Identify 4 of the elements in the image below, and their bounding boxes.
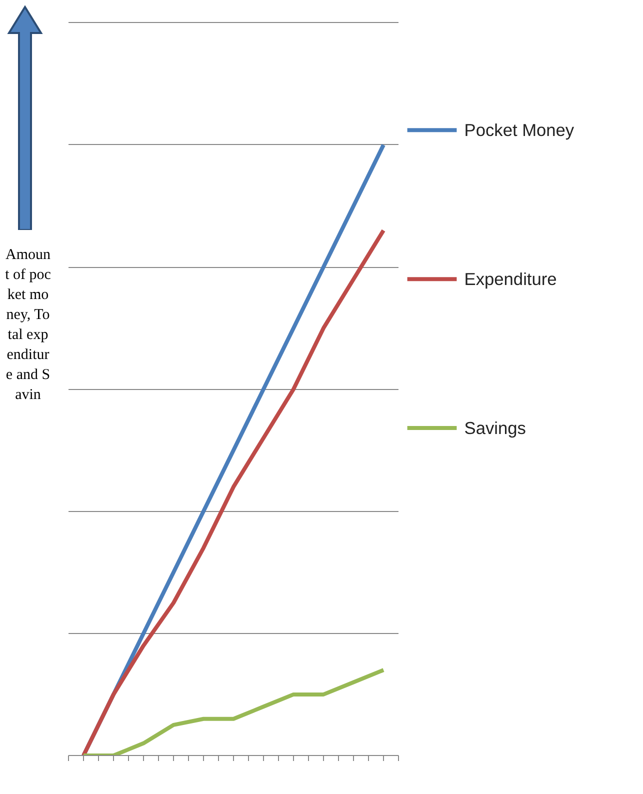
legend-label: Pocket Money [464,120,574,140]
legend-label: Expenditure [464,269,557,290]
y-axis-title: Amount of pocket money, Total expenditure and Savin [5,246,51,405]
legend-label: Savings [464,418,526,438]
